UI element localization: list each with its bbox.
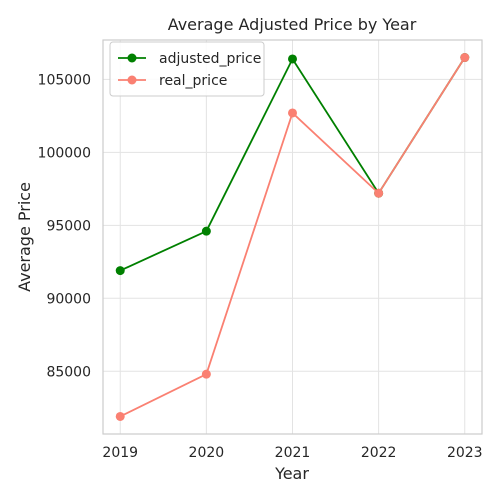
data-point-real-price	[460, 53, 470, 63]
y-tick-label: 95000	[46, 218, 91, 234]
series-layer	[115, 53, 470, 421]
data-point-real-price	[115, 411, 125, 421]
x-tick-label: 2021	[275, 445, 311, 461]
data-point-adjusted-price	[288, 54, 297, 64]
x-tick-label: 2019	[102, 445, 138, 461]
chart-title: Average Adjusted Price by Year	[168, 15, 417, 34]
legend: adjusted_price real_price	[109, 41, 265, 97]
y-tick-label: 90000	[46, 291, 91, 307]
data-point-real-price	[374, 188, 384, 198]
legend-box	[109, 41, 265, 97]
data-point-real-price	[201, 369, 211, 379]
tick-layer: 2019 2020 2021 2022 2023 85000 90000 95000 10000…	[38, 72, 483, 461]
y-tick-label: 85000	[46, 364, 91, 380]
legend-marker-real-price	[127, 75, 137, 85]
y-tick-label: 105000	[38, 72, 91, 88]
x-tick-label: 2022	[361, 445, 397, 461]
legend-marker-adjusted-price	[127, 53, 137, 63]
y-axis-label: Average Price	[15, 182, 34, 292]
x-axis-label: Year	[274, 464, 309, 483]
legend-label-real-price: real_price	[159, 73, 227, 89]
plot-frame	[102, 39, 483, 435]
y-tick-label: 100000	[38, 145, 91, 161]
grid-layer	[103, 40, 482, 434]
x-tick-label: 2020	[189, 445, 225, 461]
data-point-adjusted-price	[201, 226, 211, 236]
data-point-real-price	[288, 108, 297, 118]
legend-label-adjusted-price: adjusted_price	[159, 51, 261, 67]
data-point-adjusted-price	[115, 266, 125, 276]
x-tick-label: 2023	[447, 445, 483, 461]
